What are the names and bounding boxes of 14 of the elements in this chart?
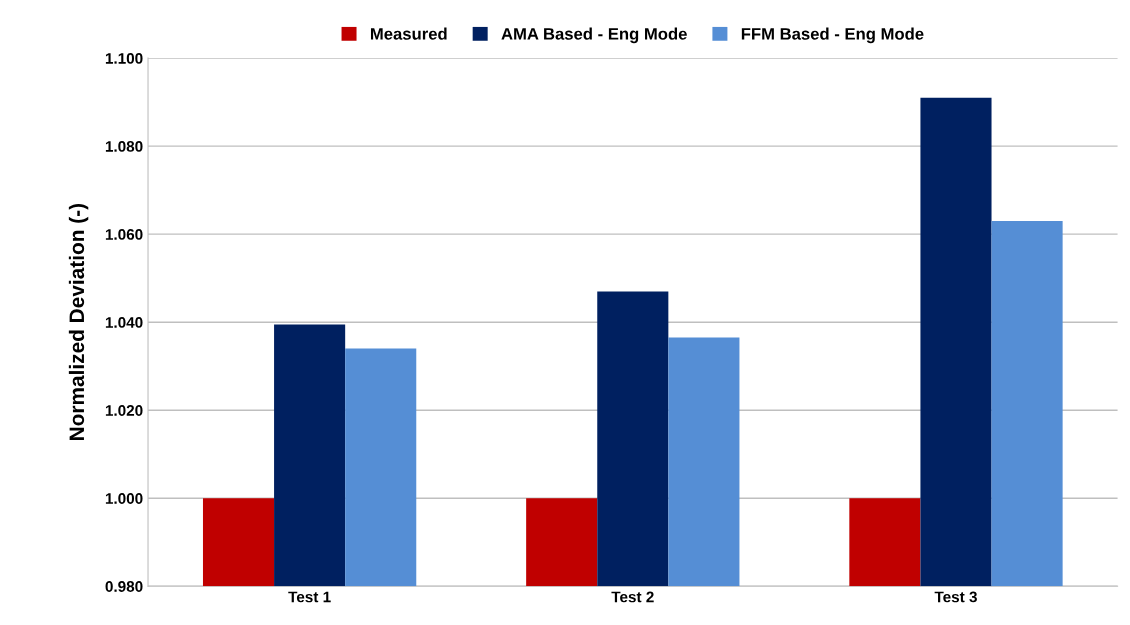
legend-label: Measured	[370, 27, 447, 40]
y-axis-title: Normalized Deviation (-)	[68, 203, 89, 441]
y-tick-label: 1.060	[105, 229, 143, 240]
x-tick-label: Test 2	[611, 591, 654, 603]
y-tick-label: 1.040	[105, 317, 143, 328]
y-tick-label: 0.980	[105, 581, 143, 592]
x-tick-label: Test 1	[288, 591, 331, 603]
y-tick-label: 1.080	[105, 141, 143, 152]
legend-label: AMA Based - Eng Mode	[501, 27, 687, 44]
legend-label: FFM Based - Eng Mode	[741, 27, 924, 44]
x-tick-label: Test 3	[934, 591, 977, 603]
y-tick-label: 1.020	[105, 405, 143, 416]
y-tick-label: 1.000	[105, 493, 143, 504]
y-tick-label: 1.100	[105, 52, 143, 64]
